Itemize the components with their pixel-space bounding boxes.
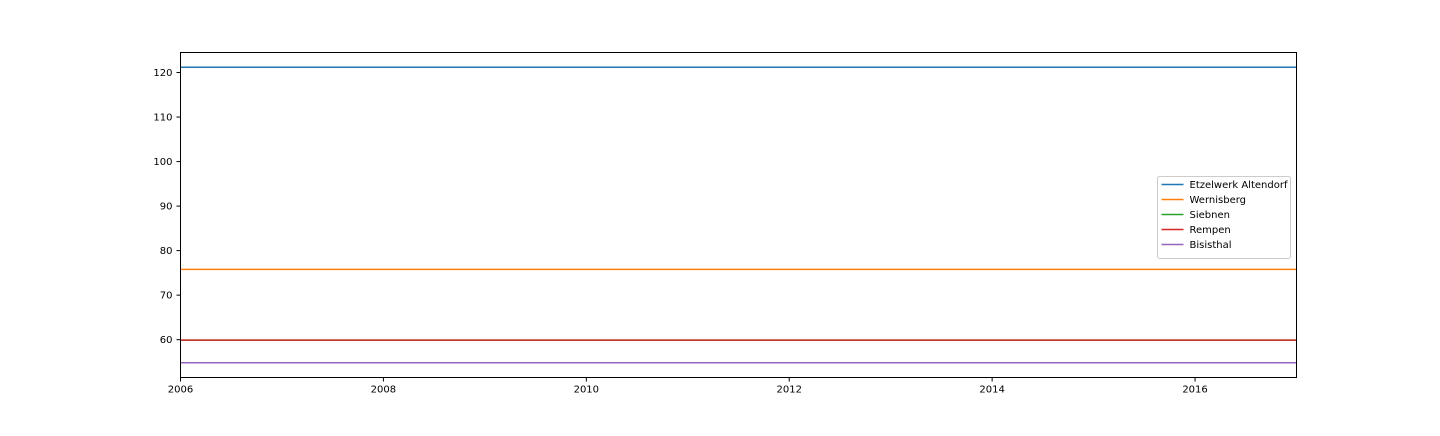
y-tick-label: 80	[160, 246, 173, 257]
legend: Etzelwerk Altendorf Wernisberg Siebnen Remp…	[1157, 176, 1291, 259]
x-tick-label: 2012	[777, 385, 802, 396]
legend-label-5: Bisisthal	[1190, 240, 1232, 251]
y-tick-label: 70	[160, 291, 173, 302]
y-tick-label: 90	[160, 202, 173, 213]
x-tick-label: 2014	[979, 385, 1004, 396]
series-layer	[180, 66, 1297, 364]
y-tick-label: 100	[153, 157, 172, 168]
legend-label-2: Wernisberg	[1190, 195, 1247, 206]
legend-label-1: Etzelwerk Altendorf	[1190, 180, 1288, 191]
x-tick-label: 2010	[574, 385, 599, 396]
legend-label-4: Rempen	[1190, 225, 1231, 236]
legend-label-3: Siebnen	[1190, 210, 1230, 221]
x-tick-label: 2016	[1182, 385, 1207, 396]
y-tick-label: 60	[160, 335, 173, 346]
x-tick-label: 2008	[371, 385, 396, 396]
x-axis: 2006 2008 2010 2012 2014 2016	[168, 377, 1208, 396]
legend-box	[1157, 176, 1291, 259]
y-tick-label: 120	[153, 68, 172, 79]
y-tick-label: 110	[153, 113, 172, 124]
plot-area-frame	[180, 52, 1297, 378]
y-axis: 60 70 80 90 100 110 120	[153, 68, 181, 346]
x-tick-label: 2006	[168, 385, 193, 396]
